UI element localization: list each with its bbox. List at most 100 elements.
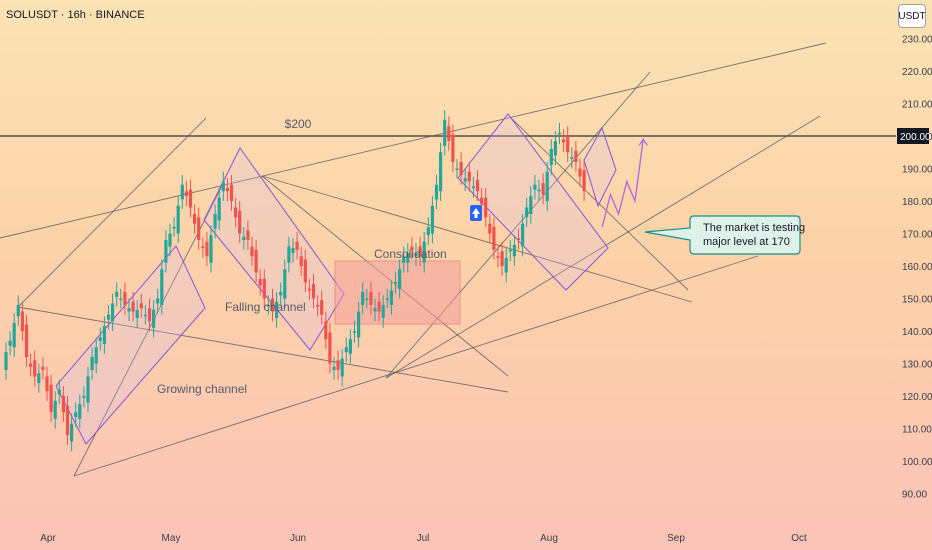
projection-arrowhead	[638, 138, 648, 146]
candle-body	[377, 301, 381, 312]
candle-body	[299, 256, 303, 266]
trendline	[261, 175, 693, 303]
candle-body	[410, 246, 414, 250]
arrow-up-icon-glyph	[472, 208, 480, 218]
candle-body	[168, 233, 172, 247]
candle-body	[471, 186, 475, 188]
x-tick-label: Jul	[417, 533, 430, 544]
y-tick-label: 180.00	[902, 197, 932, 208]
candle-body	[217, 197, 221, 221]
candle-body	[562, 139, 566, 143]
candle-body	[541, 183, 545, 195]
annotations: $200 Growing channel Falling channel Consol…	[157, 117, 805, 396]
candle-body	[123, 292, 127, 305]
candle-body	[324, 321, 328, 340]
candle-body	[418, 246, 422, 257]
candle-body	[311, 283, 316, 299]
y-tick-label: 140.00	[902, 327, 932, 338]
candle-body	[340, 358, 344, 377]
candle-body	[287, 246, 291, 263]
current-level-label: 200.00	[900, 132, 931, 143]
level-200-label: $200	[285, 117, 312, 131]
candle-body	[37, 373, 41, 383]
candle-body	[111, 303, 115, 322]
candle-body	[549, 149, 553, 166]
callout: The market is testing major level at 170	[644, 215, 805, 255]
candle-body	[24, 324, 29, 357]
candle-body	[352, 331, 357, 333]
candle-body	[20, 311, 24, 331]
candle-body	[496, 256, 500, 258]
candle-body	[525, 207, 529, 218]
y-tick-label: 210.00	[902, 100, 932, 111]
candle-body	[61, 396, 65, 413]
y-tick-label: 90.00	[902, 490, 927, 501]
trendline	[17, 306, 509, 393]
candle-body	[74, 412, 78, 418]
trendline	[17, 117, 207, 308]
candle-body	[135, 309, 139, 318]
y-tick-label: 160.00	[902, 262, 932, 273]
y-tick-label: 120.00	[902, 392, 932, 403]
candle-body	[295, 241, 299, 250]
candle-body	[197, 217, 201, 240]
candle-body	[480, 197, 484, 205]
candle-body	[406, 253, 410, 263]
candle-body	[307, 288, 311, 291]
y-tick-label: 170.00	[902, 230, 932, 241]
candle-body	[484, 197, 488, 218]
candle-body	[160, 269, 164, 305]
candle-body	[205, 241, 209, 257]
candle-body	[398, 269, 402, 289]
channel-outline	[203, 147, 345, 351]
candle-body	[254, 249, 258, 273]
callout-box	[644, 215, 801, 255]
y-tick-label: 220.00	[902, 67, 932, 78]
candle-body	[389, 290, 393, 305]
candle-body	[156, 298, 160, 304]
candle-body	[131, 301, 135, 312]
candle-body	[381, 305, 385, 318]
candle-body	[250, 246, 254, 257]
trendline	[385, 71, 651, 379]
candle-body	[545, 171, 549, 201]
projection-path	[601, 138, 648, 228]
candle-body	[152, 309, 156, 328]
candle-body	[426, 227, 430, 236]
currency-badge[interactable]: USDT	[898, 4, 926, 28]
candle-body	[70, 423, 74, 442]
candle-body	[516, 238, 521, 240]
candle-body	[82, 396, 86, 398]
candle-body	[434, 184, 439, 200]
candle-body	[447, 126, 451, 141]
candle-body	[16, 305, 20, 317]
y-tick-label: 100.00	[902, 457, 932, 468]
channel-outline	[583, 126, 617, 208]
candle-body	[213, 214, 217, 229]
candle-body	[455, 168, 459, 170]
candle-body	[78, 404, 82, 419]
candle-body	[393, 282, 398, 284]
candle-body	[414, 253, 418, 257]
candle-body	[234, 207, 238, 218]
candle-body	[283, 269, 287, 299]
candle-body	[4, 352, 8, 370]
candle-body	[127, 308, 131, 312]
projection-line	[601, 139, 644, 228]
candle-body	[582, 170, 586, 192]
candle-body	[430, 205, 434, 234]
candle-body	[529, 196, 533, 214]
candle-body	[467, 171, 471, 182]
candle-body	[242, 236, 246, 240]
candle-body	[402, 256, 406, 263]
candle-body	[373, 308, 377, 312]
candle-body	[266, 305, 270, 307]
candle-body	[49, 384, 53, 413]
channels	[55, 113, 617, 445]
candle-body	[463, 178, 467, 182]
trendline	[0, 42, 827, 239]
candle-body	[238, 210, 242, 234]
candle-body	[102, 326, 106, 344]
candle-body	[365, 298, 369, 300]
callout-line-1: The market is testing	[703, 222, 805, 234]
